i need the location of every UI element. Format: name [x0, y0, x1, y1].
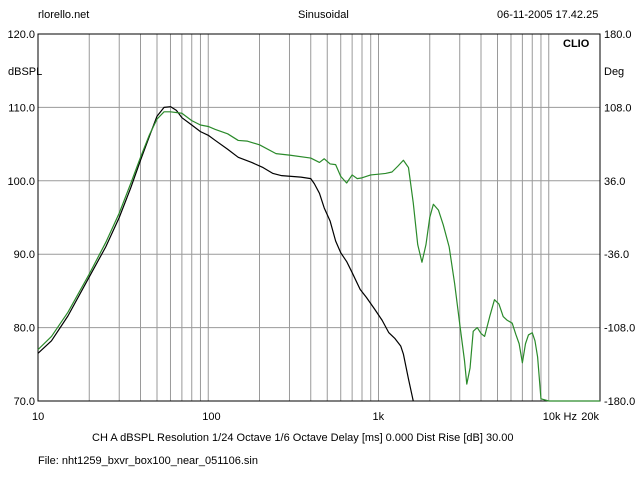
y2-tick-label: -108.0: [604, 323, 635, 335]
x-tick-label: 20k: [581, 411, 599, 423]
response-curve-green: [37, 111, 600, 402]
plot-frame: [37, 33, 601, 402]
measurement-mode: Sinusoidal: [298, 9, 349, 21]
y-tick-label: 120.0: [7, 29, 35, 41]
y-tick-label: 110.0: [8, 102, 35, 114]
y-tick-label: 90.0: [14, 249, 35, 261]
site-name: rlorello.net: [38, 9, 90, 21]
y2-tick-label: -180.0: [604, 396, 635, 408]
measurement-datetime: 06-11-2005 17.42.25: [497, 9, 599, 21]
y-tick-label: 70.0: [14, 396, 35, 408]
x-tick-label: 10k Hz: [543, 411, 577, 423]
y2-tick-label: 36.0: [604, 176, 625, 188]
y2-tick-label: 108.0: [604, 102, 632, 114]
y-tick-label: 80.0: [14, 323, 35, 335]
x-tick-label: 1k: [373, 411, 385, 423]
clio-brand: CLIO: [563, 38, 590, 50]
y2-axis-label: Deg: [604, 66, 625, 78]
x-tick-label: 10: [32, 411, 44, 423]
y-axis-label: dBSPL: [8, 66, 43, 78]
y-tick-label: 100.0: [7, 176, 35, 188]
x-tick-label: 100: [202, 411, 220, 423]
y2-tick-label: 180.0: [604, 29, 632, 41]
measurement-settings: CH A dBSPL Resolution 1/24 Octave 1/6 Oc…: [92, 432, 514, 444]
file-name: File: nht1259_bxvr_box100_near_051106.si…: [38, 455, 258, 467]
response-curve-black: [37, 106, 414, 402]
y2-tick-label: -36.0: [604, 249, 629, 261]
